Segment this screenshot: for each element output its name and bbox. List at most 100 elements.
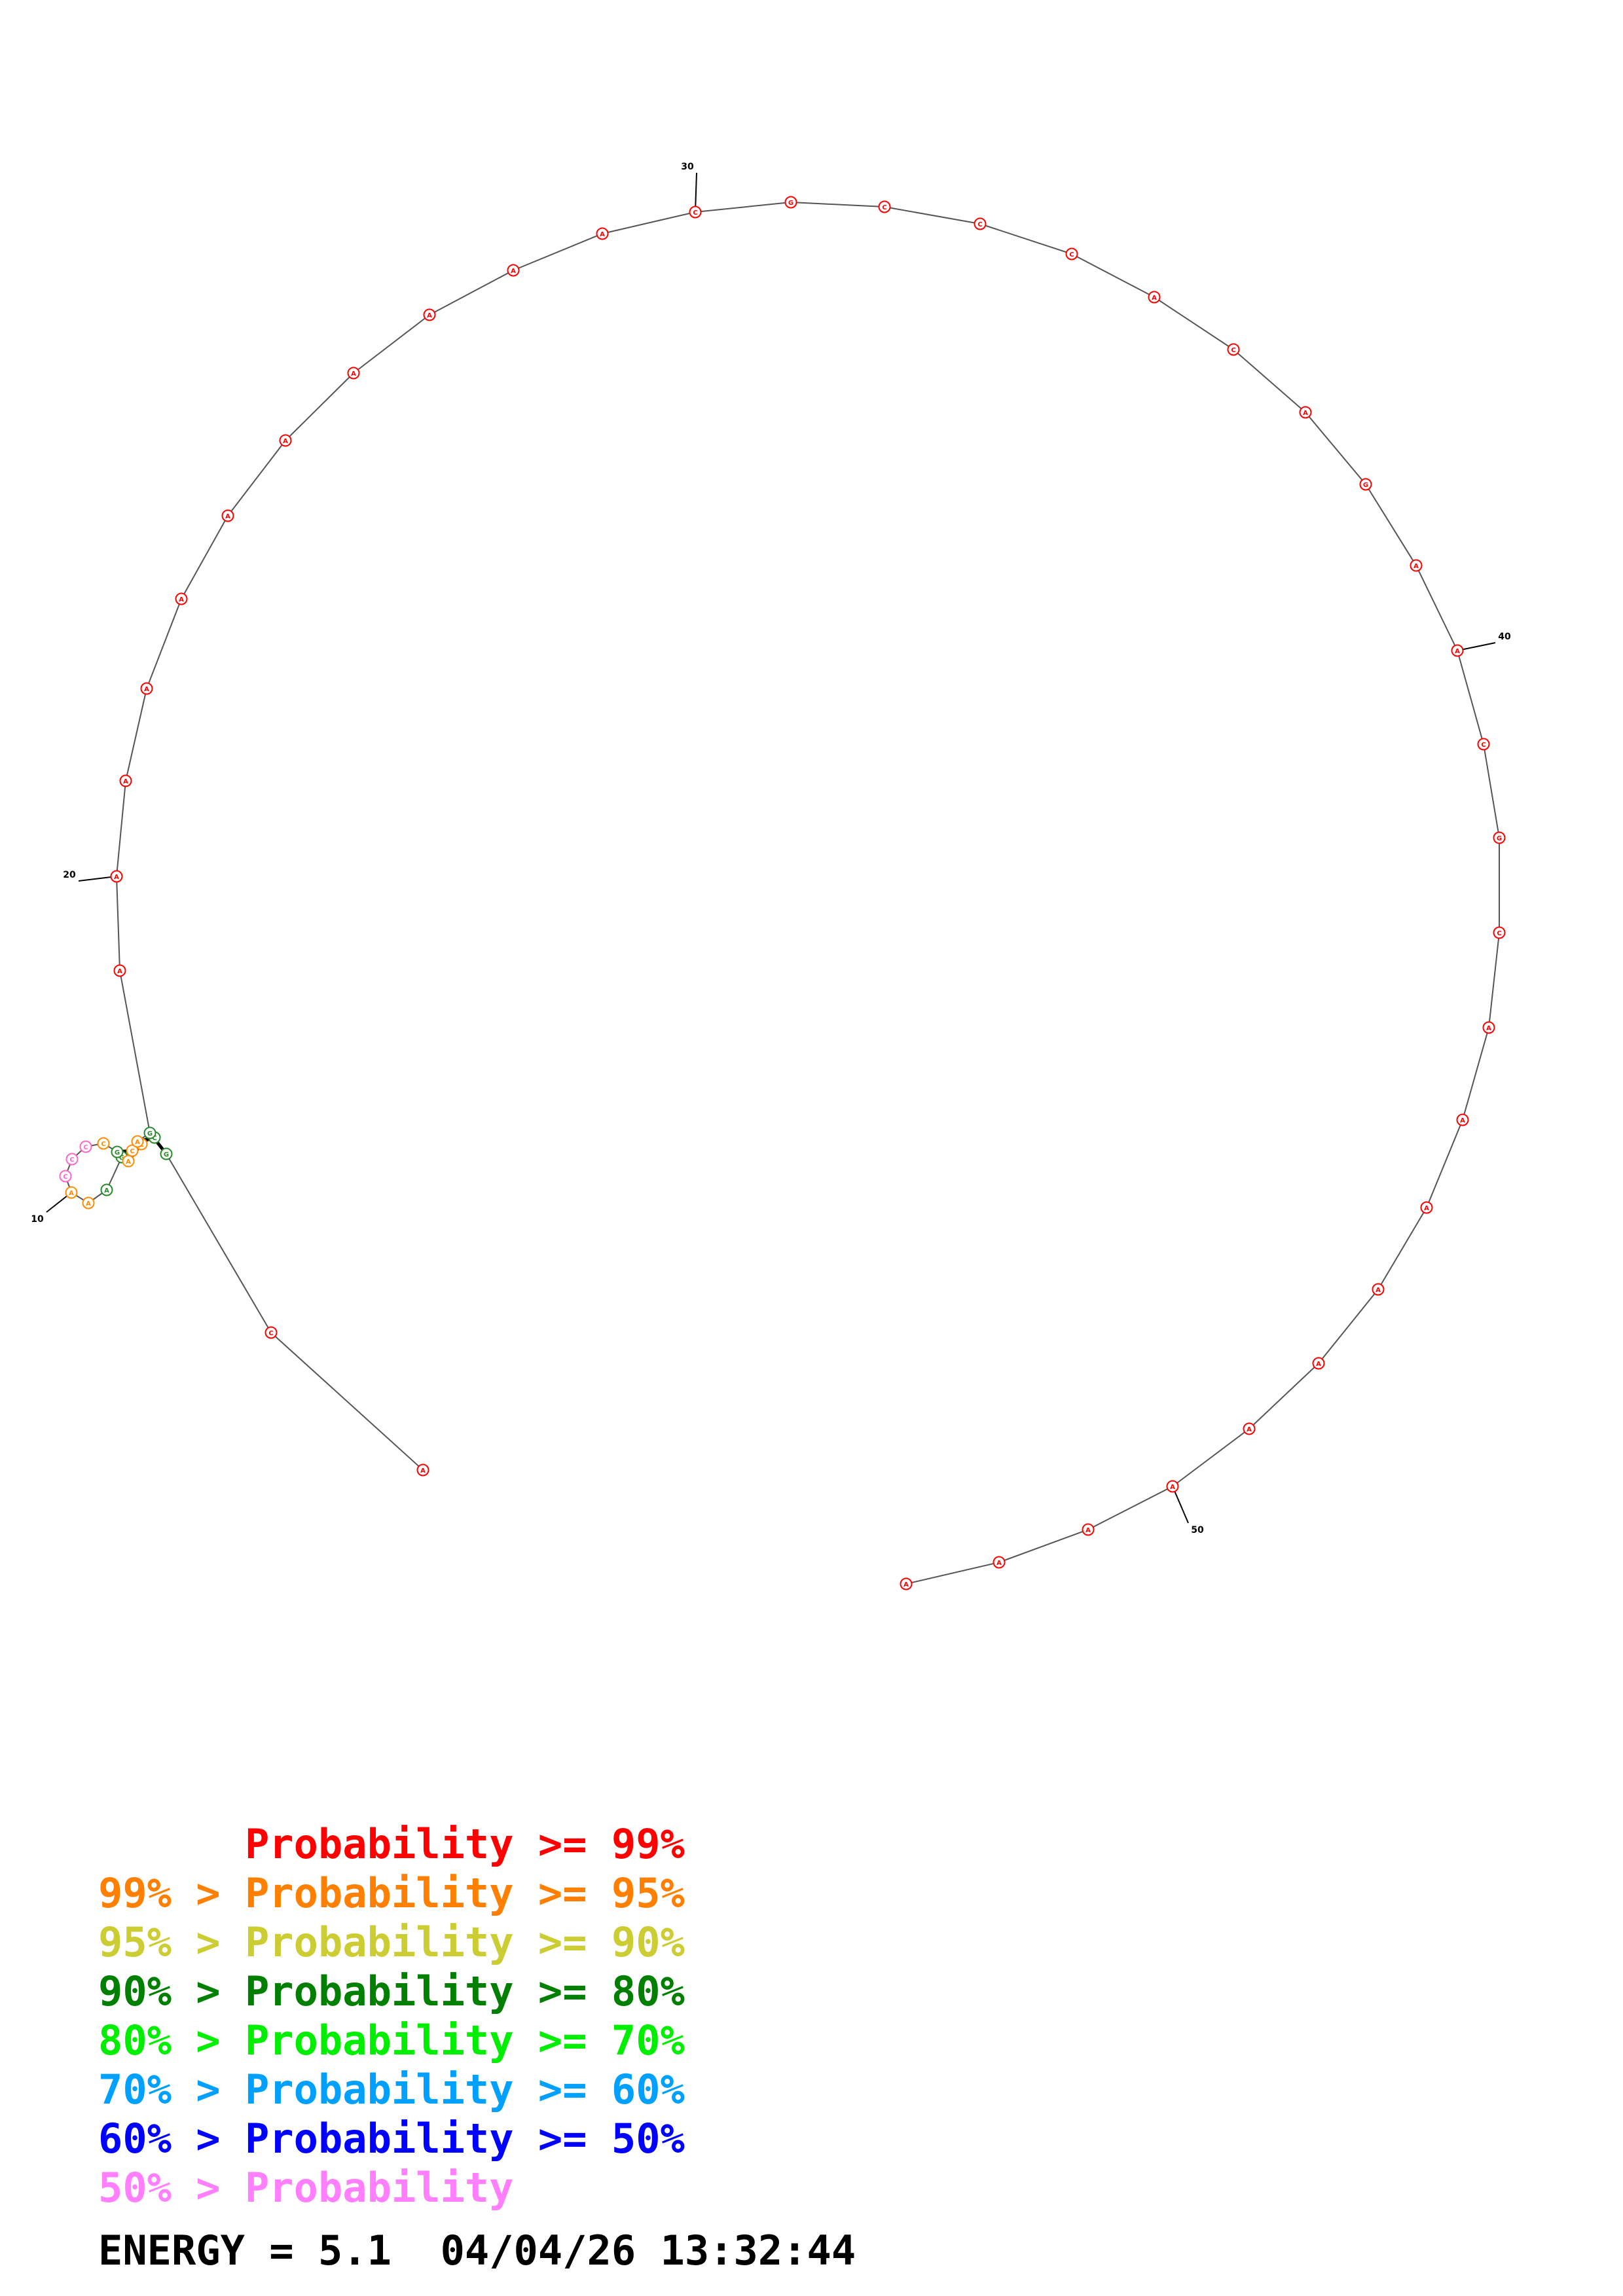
backbone-segment — [1318, 1289, 1379, 1364]
nucleotide-18: G — [143, 1126, 156, 1139]
legend-row-1: Probability >= 99% — [98, 1820, 685, 1868]
nucleotide-circle — [111, 1145, 124, 1158]
nucleotide-36: C — [1227, 343, 1240, 356]
nucleotide-letter: A — [117, 968, 122, 975]
nucleotide-circle — [1243, 1422, 1256, 1435]
nucleotide-circle — [1148, 291, 1161, 304]
nucleotide-letter: A — [1170, 1484, 1175, 1491]
nucleotide-circle — [1482, 1021, 1495, 1034]
nucleotide-letter: A — [903, 1581, 909, 1588]
nucleotide-circle — [1451, 644, 1464, 657]
nucleotide-15: G — [111, 1145, 124, 1158]
legend-row-8: 50% > Probability — [98, 2164, 514, 2212]
nucleotide-letter: G — [164, 1151, 169, 1158]
nucleotide-circle — [140, 682, 153, 695]
nucleotide-49: A — [1243, 1422, 1256, 1435]
nucleotide-letter: A — [1152, 295, 1157, 302]
backbone-segment — [116, 780, 126, 877]
nucleotide-letter: C — [882, 204, 886, 211]
nucleotide-11: C — [59, 1170, 72, 1183]
nucleotide-circle — [423, 308, 436, 321]
nucleotide-circle — [416, 1463, 429, 1477]
nucleotide-circle — [1420, 1201, 1433, 1214]
nucleotide-letter: C — [693, 209, 697, 217]
nucleotide-letter: A — [511, 268, 516, 275]
backbone-segment — [270, 1332, 424, 1471]
nucleotide-circle — [113, 964, 126, 977]
nucleotide-circle — [878, 200, 891, 213]
nucleotide-circle — [1065, 247, 1078, 260]
nucleotide-28: A — [507, 264, 520, 277]
nucleotide-letter: G — [788, 200, 793, 207]
nucleotide-37: A — [1299, 406, 1312, 419]
backbone-segment — [119, 970, 151, 1134]
nucleotide-letter: A — [104, 1187, 109, 1194]
nucleotide-letter: G — [1363, 482, 1368, 489]
nucleotide-50: A — [1166, 1480, 1179, 1493]
nucleotide-circle — [1493, 831, 1506, 844]
nucleotide-layer: ACGCCCGAAACCCCGAAGAAAAAAAAAAACGCCCACAGAA… — [59, 196, 1506, 1590]
backbone-segment — [1377, 1207, 1427, 1290]
legend-row-5: 80% > Probability >= 70% — [98, 2017, 685, 2064]
nucleotide-circle — [1312, 1357, 1325, 1370]
nucleotide-circle — [131, 1135, 144, 1148]
nucleotide-circle — [1477, 738, 1490, 751]
legend-row-2: 99% > Probability >= 95% — [98, 1869, 685, 1917]
nucleotide-letter: C — [268, 1330, 273, 1337]
nucleotide-38: G — [1359, 478, 1372, 491]
nucleotide-circle — [110, 870, 123, 883]
nucleotide-27: A — [423, 308, 436, 321]
nucleotide-12: C — [65, 1153, 79, 1166]
probability-legend: Probability >= 99% 99% > Probability >= 9… — [98, 1820, 685, 2212]
position-label-20: 20 — [63, 870, 76, 880]
position-label-50: 50 — [1191, 1525, 1204, 1535]
nucleotide-51: A — [1082, 1523, 1095, 1536]
nucleotide-circle — [784, 196, 797, 209]
nucleotide-circle — [596, 227, 609, 240]
nucleotide-letter: G — [1497, 835, 1502, 842]
nucleotide-6: C — [126, 1144, 139, 1157]
backbone-segment — [1483, 744, 1500, 838]
nucleotide-48: A — [1312, 1357, 1325, 1370]
backbone-segment — [1305, 412, 1366, 485]
backbone-segment — [353, 314, 430, 374]
nucleotide-circle — [507, 264, 520, 277]
position-label-tick — [78, 876, 117, 882]
position-label-layer: 10 20 30 40 50 — [31, 162, 1511, 1535]
nucleotide-circle — [1493, 926, 1506, 939]
nucleotide-letter: A — [1460, 1117, 1465, 1124]
backbone-segment — [1249, 1363, 1319, 1429]
nucleotide-letter: C — [83, 1144, 88, 1151]
nucleotide-45: A — [1456, 1113, 1469, 1126]
nucleotide-letter: A — [1085, 1527, 1091, 1534]
nucleotide-21: A — [119, 774, 132, 787]
nucleotide-letter: A — [225, 513, 230, 520]
backbone-segment — [1457, 650, 1484, 745]
nucleotide-20: A — [110, 870, 123, 883]
nucleotide-19: A — [113, 964, 126, 977]
nucleotide-letter: C — [1481, 742, 1486, 749]
nucleotide-26: A — [347, 367, 360, 380]
backbone-segment — [1488, 932, 1500, 1028]
nucleotide-letter: C — [977, 221, 982, 228]
nucleotide-letter: A — [1376, 1287, 1381, 1294]
backbone-segment — [125, 688, 147, 781]
nucleotide-42: G — [1493, 831, 1506, 844]
nucleotide-letter: A — [126, 1158, 131, 1166]
nucleotide-letter: A — [179, 596, 184, 603]
nucleotide-letter: A — [69, 1190, 74, 1197]
position-label-10: 10 — [31, 1214, 44, 1225]
backbone-segment — [790, 202, 885, 207]
position-label-tick — [1172, 1486, 1189, 1524]
backbone-segment — [429, 270, 514, 315]
nucleotide-44: A — [1482, 1021, 1495, 1034]
nucleotide-16: A — [122, 1155, 135, 1168]
nucleotide-3: G — [160, 1147, 173, 1160]
nucleotide-circle — [1082, 1523, 1095, 1536]
backbone-segment — [285, 372, 354, 441]
nucleotide-circle — [100, 1183, 113, 1196]
nucleotide-letter: G — [119, 1155, 124, 1162]
backbone-segment — [1154, 296, 1234, 350]
nucleotide-13: C — [79, 1140, 92, 1153]
